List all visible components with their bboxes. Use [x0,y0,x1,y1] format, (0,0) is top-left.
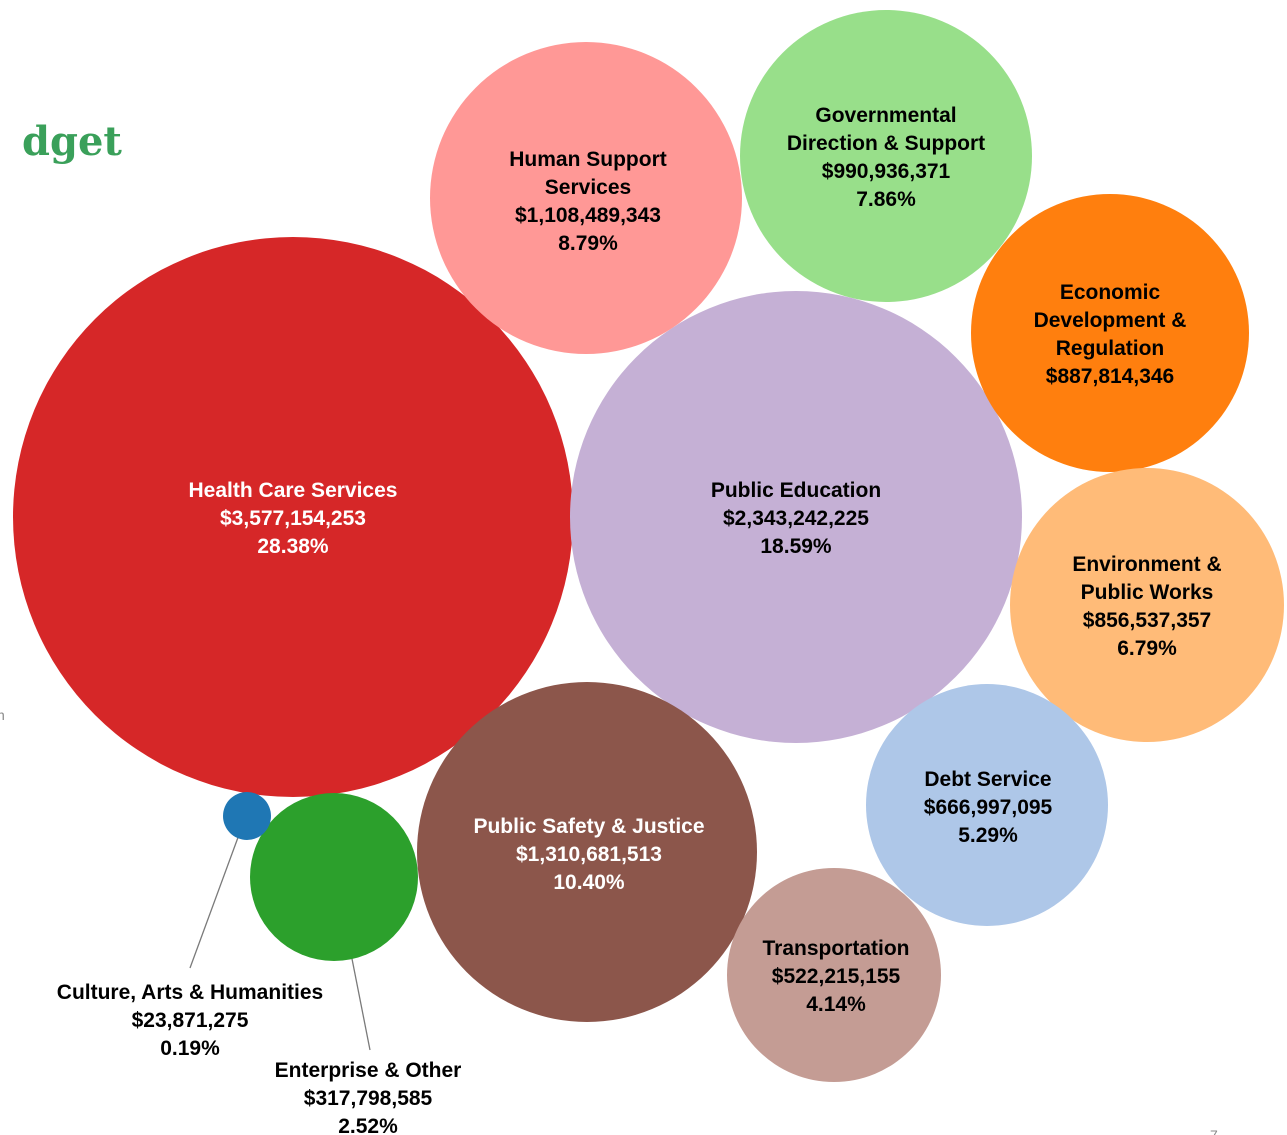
label-economic-name-line-0: Economic [1060,281,1161,304]
bubble-safety [417,682,757,1022]
label-education-percent: 18.59% [760,535,832,558]
label-enterprise-name-line-0: Enterprise & Other [275,1059,462,1082]
label-human-name-line-1: Services [545,176,631,199]
label-education-amount: $2,343,242,225 [723,507,869,530]
bubble-transportation [727,868,941,1082]
label-economic: Economic Development & Regulation $887,814,… [1034,281,1187,388]
label-education: Public Education $2,343,242,225 18.59% [711,479,881,558]
label-enterprise-percent: 2.52% [338,1115,398,1135]
label-economic-amount: $887,814,346 [1046,365,1174,388]
label-debt-name-line-0: Debt Service [924,768,1051,791]
bubble-culture [223,792,271,840]
label-human-amount: $1,108,489,343 [515,204,661,227]
label-governmental-name-line-1: Direction & Support [787,132,985,155]
label-governmental: Governmental Direction & Support $990,936,… [787,104,985,211]
page-number: 7 [1210,1127,1218,1135]
bubble-enterprise [250,793,418,961]
label-health-name-line-0: Health Care Services [189,479,398,502]
label-health: Health Care Services $3,577,154,253 28.38% [189,479,398,558]
label-environment-percent: 6.79% [1117,637,1177,660]
label-environment-name-line-0: Environment & [1072,553,1221,576]
label-governmental-amount: $990,936,371 [822,160,951,183]
title-fragment: dget [22,118,122,165]
label-environment-amount: $856,537,357 [1083,609,1211,632]
label-debt-percent: 5.29% [958,824,1018,847]
label-culture-percent: 0.19% [160,1037,220,1060]
label-safety-percent: 10.40% [553,871,625,894]
label-economic-name-line-2: Regulation [1056,337,1165,360]
label-debt: Debt Service $666,997,095 5.29% [924,768,1053,847]
label-safety-name-line-0: Public Safety & Justice [473,815,704,838]
labels-layer: Health Care Services $3,577,154,253 28.38%… [57,104,1222,1135]
label-safety-amount: $1,310,681,513 [516,843,662,866]
label-education-name-line-0: Public Education [711,479,881,502]
label-transportation-name-line-0: Transportation [762,937,909,960]
leader-line-culture [189,831,241,969]
bubble-human [430,42,742,354]
label-transportation-amount: $522,215,155 [772,965,901,988]
label-human: Human Support Services $1,108,489,343 8.79% [509,148,667,255]
label-enterprise-amount: $317,798,585 [304,1087,433,1110]
label-human-percent: 8.79% [558,232,618,255]
label-debt-amount: $666,997,095 [924,796,1053,819]
label-culture-amount: $23,871,275 [132,1009,249,1032]
bubble-health [13,237,573,797]
label-health-percent: 28.38% [257,535,329,558]
label-environment: Environment & Public Works $856,537,357 6.7… [1072,553,1221,660]
bubble-debt [866,684,1108,926]
label-enterprise: Enterprise & Other $317,798,585 2.52% [275,1059,462,1135]
label-safety: Public Safety & Justice $1,310,681,513 10.… [473,815,704,894]
label-transportation-percent: 4.14% [806,993,866,1016]
bubble-education [570,291,1022,743]
label-culture-name-line-0: Culture, Arts & Humanities [57,981,323,1004]
side-text-fragment: n [0,707,5,723]
bubbles-layer [13,10,1284,1082]
label-human-name-line-0: Human Support [509,148,667,171]
label-economic-name-line-1: Development & [1034,309,1187,332]
label-governmental-name-line-0: Governmental [815,104,956,127]
label-environment-name-line-1: Public Works [1081,581,1214,604]
bubble-environment [1010,468,1284,742]
bubble-governmental [740,10,1032,302]
label-transportation: Transportation $522,215,155 4.14% [762,937,909,1016]
label-governmental-percent: 7.86% [856,188,916,211]
label-health-amount: $3,577,154,253 [220,507,366,530]
bubble-economic [971,194,1249,472]
label-culture: Culture, Arts & Humanities $23,871,275 0.1… [57,981,323,1060]
